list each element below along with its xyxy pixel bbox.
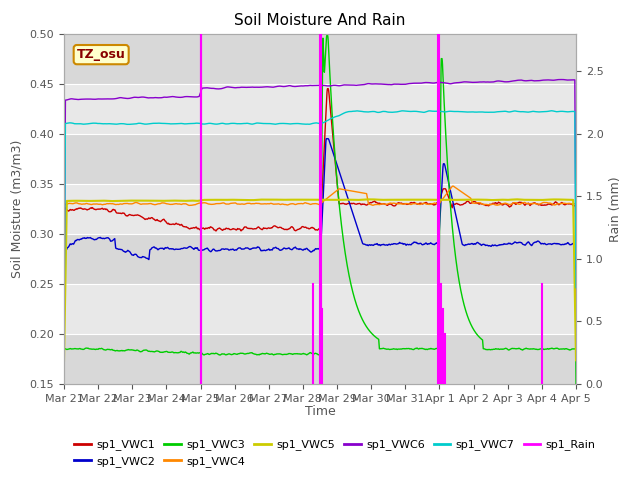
- Bar: [64, 84, 576, 134]
- Text: TZ_osu: TZ_osu: [77, 48, 125, 61]
- Bar: [64, 34, 576, 84]
- Title: Soil Moisture And Rain: Soil Moisture And Rain: [234, 13, 406, 28]
- Y-axis label: Rain (mm): Rain (mm): [609, 176, 622, 241]
- Bar: [64, 334, 576, 384]
- Bar: [64, 134, 576, 184]
- Y-axis label: Soil Moisture (m3/m3): Soil Moisture (m3/m3): [11, 140, 24, 278]
- X-axis label: Time: Time: [305, 405, 335, 418]
- Bar: [64, 234, 576, 284]
- Bar: [64, 184, 576, 234]
- Bar: [64, 284, 576, 334]
- Legend: sp1_VWC1, sp1_VWC2, sp1_VWC3, sp1_VWC4, sp1_VWC5, sp1_VWC6, sp1_VWC7, sp1_Rain: sp1_VWC1, sp1_VWC2, sp1_VWC3, sp1_VWC4, …: [70, 435, 600, 471]
